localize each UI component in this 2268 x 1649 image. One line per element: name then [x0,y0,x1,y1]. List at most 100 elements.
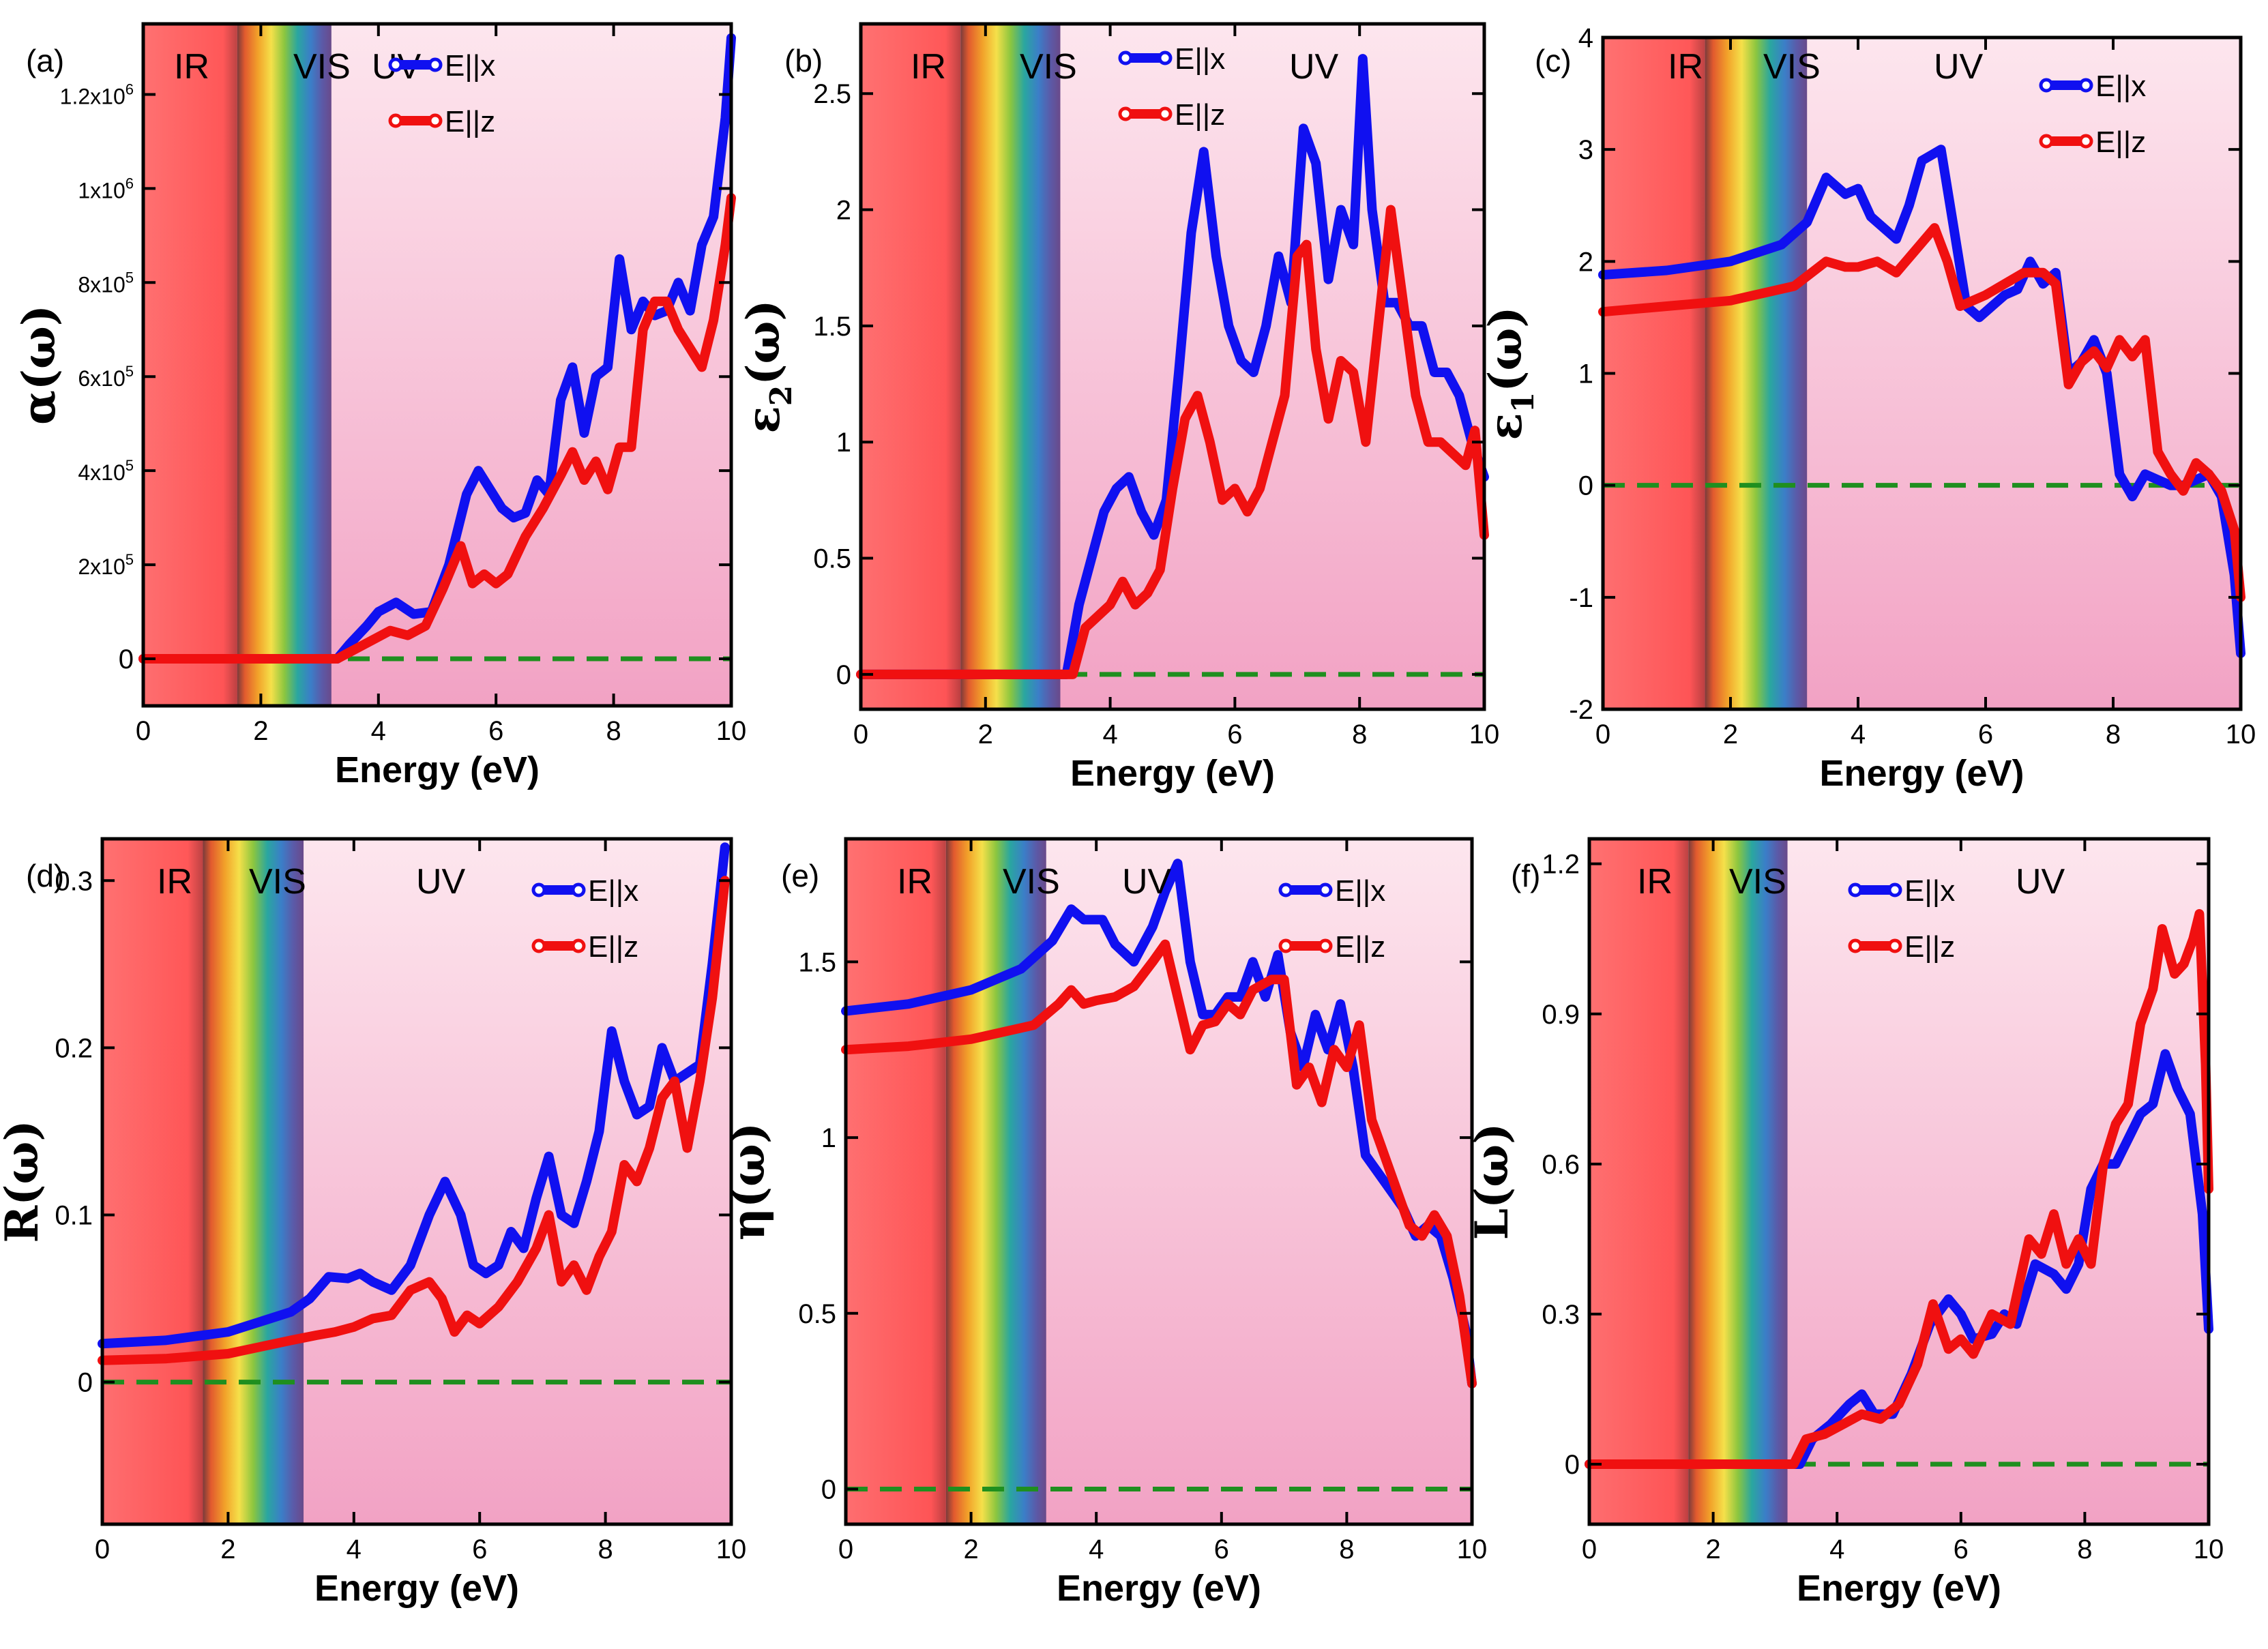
y-tick-label: 1.2x106 [60,80,134,108]
plot-frame [141,22,733,708]
panel-tag: (d) [26,858,64,893]
ir-region [861,24,961,709]
x-tick-label: 2 [963,1534,978,1564]
legend-label-z: E||z [2095,125,2146,159]
x-tick-label: 4 [1829,1534,1844,1564]
x-tick-label: 6 [488,716,503,746]
vis-region [945,839,1046,1524]
y-tick-label: 1 [1578,359,1593,389]
panel-f: 0 2 4 6 8 10 0 0.3 0.6 0.9 1.2 Energy (eV) L(ω) (f) IR… [1465,837,2224,1609]
region-label-uv: UV [1289,47,1339,87]
x-tick-label: 8 [598,1534,613,1564]
plot-frame [100,837,733,1526]
y-tick-label: 8x105 [78,269,134,297]
y-tick-label: 3 [1578,135,1593,165]
series-line-ez [138,193,736,664]
ir-region [143,24,237,706]
region-label-ir: IR [1668,47,1703,87]
y-tick-label: 6x105 [78,363,134,391]
y-tick-label: 0 [1565,1450,1580,1480]
x-tick-label: 6 [1227,719,1242,749]
ir-region [1589,839,1689,1524]
x-tick-label: 10 [716,716,747,746]
region-label-ir: IR [174,47,209,87]
series-line-ez [856,205,1489,679]
region-label-uv: UV [1122,862,1172,902]
plot-frame [1587,837,2211,1526]
region-label-uv: UV [1934,47,1984,87]
region-label-ir: IR [897,862,932,902]
legend-marker [1278,882,1293,897]
y-tick-label: 0 [1578,471,1593,501]
legend-marker [571,938,586,953]
x-tick-label: 2 [978,719,993,749]
legend-label-z: E||z [588,930,638,964]
legend-marker [388,57,403,72]
x-tick-label: 8 [2106,719,2121,749]
legend-marker [2039,134,2054,149]
x-tick-label: 6 [1978,719,1993,749]
panel-tag: (b) [784,43,823,78]
region-label-ir: IR [911,47,946,87]
x-axis-label: Energy (eV) [1057,1568,1261,1609]
y-tick-label: 0.9 [1542,1000,1580,1030]
legend-label-z: E||z [1904,930,1955,964]
plot-frame [844,837,1474,1526]
legend-marker [428,57,443,72]
panel-e: 0 2 4 6 8 10 0 0.5 1 1.5 Energy (eV) η(ω) (e) IR VIS UV… [722,837,1487,1609]
x-tick-label: 4 [1102,719,1117,749]
legend-marker [571,882,586,897]
legend-marker [1848,938,1863,953]
y-tick-label: 0.5 [798,1299,836,1329]
legend-label-z: E||z [1175,98,1225,132]
x-axis-label: Energy (eV) [314,1568,519,1609]
region-label-vis: VIS [293,47,351,87]
x-tick-label: 0 [1595,719,1610,749]
y-tick-label: 0 [821,1474,836,1504]
x-tick-label: 4 [1089,1534,1104,1564]
ir-region [102,839,203,1524]
legend-marker [1278,938,1293,953]
y-tick-label: 0.3 [55,866,93,896]
legend-marker [531,938,546,953]
region-label-uv: UV [2016,862,2065,902]
x-tick-label: 2 [220,1534,235,1564]
legend-marker [1318,938,1333,953]
y-axis-label: ε2(ω) [737,299,799,433]
vis-region [960,24,1061,709]
x-axis-label: Energy (eV) [1819,753,2024,794]
legend-label-x: E||x [1175,42,1225,76]
ir-region [846,839,946,1524]
series-line-ez [1598,223,2245,602]
region-label-vis: VIS [1729,862,1786,902]
legend-marker [2078,134,2093,149]
legend-marker [1158,106,1173,121]
legend-marker [1887,938,1902,953]
region-label-vis: VIS [1003,862,1060,902]
y-tick-label: 0.3 [1542,1300,1580,1330]
x-axis-label: Energy (eV) [1797,1568,2001,1609]
y-axis-label: R(ω) [0,1120,48,1243]
y-tick-label: 0 [78,1368,93,1398]
panel-b: 0 2 4 6 8 10 0 0.5 1 1.5 2 2.5 Energy (eV) ε2(ω) (b) IR… [737,22,1499,794]
legend-marker [1848,882,1863,897]
y-tick-label: 2 [1578,247,1593,277]
y-tick-label: 0 [836,660,851,690]
legend-label-z: E||z [445,105,495,138]
legend-label-z: E||z [1335,930,1385,964]
region-label-ir: IR [1637,862,1673,902]
series-line-ex [1585,1049,2213,1469]
x-tick-label: 2 [253,716,268,746]
legend-marker [428,113,443,128]
series-line-ez [1585,909,2213,1469]
plot-frame [859,22,1486,711]
legend-marker [1158,50,1173,65]
legend-marker [1318,882,1333,897]
vis-region [203,839,304,1524]
legend-marker [1118,106,1133,121]
legend-marker [531,882,546,897]
x-tick-label: 2 [1723,719,1738,749]
legend-label-x: E||x [1335,874,1385,908]
legend-label-x: E||x [588,874,638,908]
